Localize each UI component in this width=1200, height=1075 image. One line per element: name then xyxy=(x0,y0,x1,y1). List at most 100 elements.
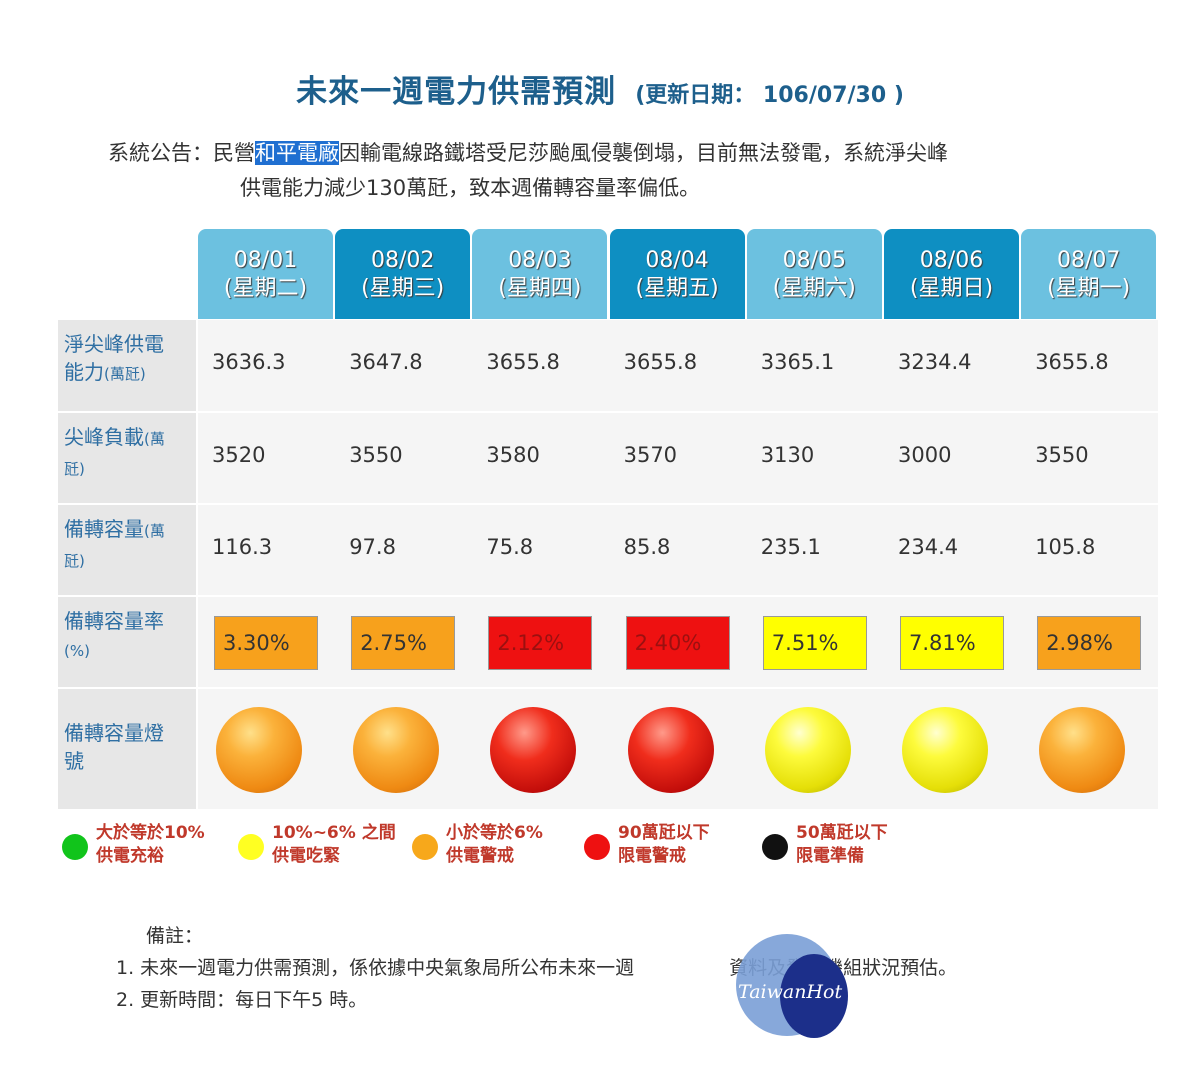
page-header: 未來一週電力供需預測 (更新日期： 106/07/30 ) xyxy=(0,66,1200,111)
notes: 備註： 1. 未來一週電力供需預測，係依據中央氣象局所公布未來一週 資料及發電機組… xyxy=(116,920,957,1016)
notice-text-2: 供電能力減少130萬瓩，致本週備轉容量率偏低。 xyxy=(240,176,701,200)
load-value: 3130 xyxy=(760,443,815,467)
load-unit-2: 瓩) xyxy=(64,460,85,478)
column-header-day: 08/02 (星期三) xyxy=(335,229,471,319)
notes-heading: 備註： xyxy=(146,925,204,947)
legend-line-1: 50萬瓩以下 xyxy=(796,823,888,843)
header-date: 08/03 xyxy=(508,248,572,273)
reserve-unit-1: (萬 xyxy=(144,522,165,540)
row-bg-load xyxy=(198,413,1158,503)
legend-dot-icon xyxy=(584,834,610,860)
legend-line-1: 大於等於10% xyxy=(96,823,205,843)
orange-signal-light-icon xyxy=(1039,707,1126,793)
legend-line-2: 供電充裕 xyxy=(96,846,164,866)
reserve-rate-box: 2.98% xyxy=(1037,616,1142,670)
column-header-day: 08/04 (星期五) xyxy=(609,229,745,319)
rate-unit: (%) xyxy=(64,642,90,660)
reserve-rate-box: 2.75% xyxy=(351,616,456,670)
reserve-value: 97.8 xyxy=(349,535,396,559)
header-weekday: (星期三) xyxy=(361,276,445,301)
legend-text: 大於等於10% 供電充裕 xyxy=(96,822,205,868)
light-label-1: 備轉容量燈 xyxy=(64,721,164,745)
reserve-rate-box: 7.81% xyxy=(900,616,1004,670)
row-bg-reserve xyxy=(198,505,1158,595)
supply-value: 3655.8 xyxy=(486,350,560,374)
legend-line-2: 限電警戒 xyxy=(618,846,686,866)
reserve-rate-box: 7.51% xyxy=(762,616,867,670)
supply-label-1: 淨尖峰供電 xyxy=(64,332,164,356)
row-label-light: 備轉容量燈 號 xyxy=(58,689,196,809)
supply-value: 3636.3 xyxy=(212,350,286,374)
yellow-signal-light-icon xyxy=(764,707,851,793)
supply-unit: (萬瓩) xyxy=(104,365,146,383)
supply-value: 3655.8 xyxy=(1035,350,1109,374)
reserve-value: 105.8 xyxy=(1035,535,1096,559)
column-header-day: 08/05 (星期六) xyxy=(746,229,882,319)
header-weekday: (星期四) xyxy=(498,276,582,301)
watermark-circle-dark xyxy=(780,954,848,1038)
supply-value: 3365.1 xyxy=(760,350,835,374)
watermark-logo: TaiwanHot xyxy=(738,981,843,1003)
legend: 大於等於10% 供電充裕 10%~6% 之間 供電吃緊 小於等於6% 供電警戒 90萬瓩以下… xyxy=(62,822,942,872)
reserve-rate-box: 2.40% xyxy=(625,616,730,670)
column-header-day: 08/06 (星期日) xyxy=(884,229,1019,319)
reserve-value: 235.1 xyxy=(760,535,821,559)
legend-text: 50萬瓩以下 限電準備 xyxy=(796,822,888,868)
header-weekday: (星期日) xyxy=(909,276,994,301)
legend-line-1: 10%~6% 之間 xyxy=(272,823,396,843)
orange-signal-light-icon xyxy=(353,707,440,793)
light-label-2: 號 xyxy=(64,749,84,773)
red-signal-light-icon xyxy=(490,707,577,793)
notice-text-1: 因輸電線路鐵塔受尼莎颱風侵襲倒塌，目前無法發電，系統淨尖峰 xyxy=(339,141,948,165)
reserve-rate-box: 2.12% xyxy=(488,616,593,670)
legend-dot-icon xyxy=(762,834,788,860)
orange-signal-light-icon xyxy=(216,707,302,793)
header-weekday: (星期二) xyxy=(223,276,308,301)
row-label-rate: 備轉容量率 (%) xyxy=(58,597,196,687)
header-weekday: (星期一) xyxy=(1047,276,1131,301)
legend-text: 10%~6% 之間 供電吃緊 xyxy=(272,822,396,868)
row-label-load: 尖峰負載(萬 瓩) xyxy=(58,413,196,503)
system-notice: 系統公告：民營和平電廠因輸電線路鐵塔受尼莎颱風侵襲倒塌，目前無法發電，系統淨尖峰… xyxy=(108,136,1158,206)
reserve-value: 85.8 xyxy=(623,535,671,559)
load-value: 3550 xyxy=(1035,443,1089,467)
red-signal-light-icon xyxy=(627,707,714,793)
reserve-rate-box: 3.30% xyxy=(214,616,318,670)
load-value: 3580 xyxy=(486,443,540,467)
supply-value: 3234.4 xyxy=(898,350,972,374)
legend-line-1: 90萬瓩以下 xyxy=(618,823,710,843)
supply-label-2: 能力 xyxy=(64,360,104,384)
update-date: (更新日期： 106/07/30 ) xyxy=(635,83,904,108)
load-unit-1: (萬 xyxy=(144,430,165,448)
legend-text: 90萬瓩以下 限電警戒 xyxy=(618,822,710,868)
column-header-day: 08/03 (星期四) xyxy=(472,229,608,319)
row-bg-supply xyxy=(198,320,1158,411)
legend-dot-icon xyxy=(238,834,264,860)
reserve-value: 234.4 xyxy=(898,535,959,559)
load-label-1: 尖峰負載 xyxy=(64,425,144,449)
header-weekday: (星期六) xyxy=(772,276,856,301)
row-label-supply: 淨尖峰供電 能力(萬瓩) xyxy=(58,320,196,411)
header-date: 08/05 xyxy=(782,248,846,273)
legend-line-1: 小於等於6% xyxy=(446,823,543,843)
legend-text: 小於等於6% 供電警戒 xyxy=(446,822,543,868)
supply-value: 3655.8 xyxy=(623,350,698,374)
reserve-value: 75.8 xyxy=(486,535,534,559)
yellow-signal-light-icon xyxy=(902,707,988,793)
header-weekday: (星期五) xyxy=(635,276,719,301)
rate-label-1: 備轉容量率 xyxy=(64,609,164,633)
legend-line-2: 供電吃緊 xyxy=(272,846,340,866)
row-label-reserve: 備轉容量(萬 瓩) xyxy=(58,505,196,595)
load-value: 3550 xyxy=(349,443,403,467)
reserve-unit-2: 瓩) xyxy=(64,552,85,570)
header-date: 08/02 xyxy=(370,248,435,273)
header-date: 08/01 xyxy=(233,248,298,273)
header-date: 08/06 xyxy=(919,248,984,273)
header-date: 08/07 xyxy=(1056,248,1121,273)
legend-line-2: 供電警戒 xyxy=(446,846,514,866)
column-header-day: 08/01 (星期二) xyxy=(198,229,333,319)
reserve-value: 116.3 xyxy=(212,535,273,559)
supply-value: 3647.8 xyxy=(349,350,423,374)
notice-highlight: 和平電廠 xyxy=(255,141,339,165)
load-value: 3570 xyxy=(623,443,678,467)
